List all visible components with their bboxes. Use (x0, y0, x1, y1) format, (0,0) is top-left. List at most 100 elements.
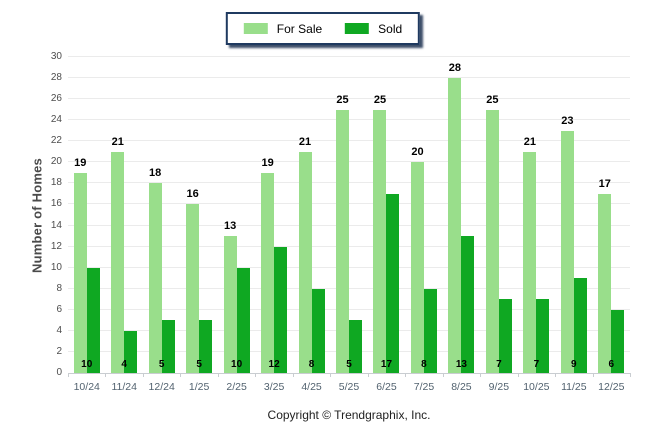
sold-value-label: 10 (231, 359, 243, 370)
for-sale-value-label: 25 (336, 93, 349, 106)
sold-value-label: 7 (496, 359, 502, 370)
x-axis-tick (292, 373, 294, 377)
sold-bar (236, 267, 250, 373)
for-sale-value-label: 28 (448, 62, 462, 75)
category-group: 28 13 (443, 57, 480, 373)
sold-value-label: 13 (455, 359, 467, 370)
x-axis-label: 1/25 (188, 381, 210, 393)
x-axis-label: 5/25 (338, 381, 360, 393)
x-axis-label: 4/25 (301, 381, 322, 393)
x-axis-tick (480, 373, 482, 377)
x-axis-tick (592, 373, 594, 377)
category-group: 20 8 (405, 57, 442, 373)
category-group: 18 5 (143, 57, 180, 373)
sold-value-label: 10 (81, 359, 93, 370)
x-axis-label: 8/25 (451, 381, 472, 393)
for-sale-value-label: 21 (298, 135, 312, 148)
for-sale-value-label: 18 (149, 167, 162, 180)
y-axis-ticks: 0 2 4 6 8 10 12 14 16 18 20 22 24 26 28 30 (0, 52, 62, 378)
x-axis-label: 11/25 (561, 381, 587, 393)
legend: For Sale Sold (225, 12, 421, 45)
sold-value-label: 17 (380, 359, 393, 370)
for-sale-value-label: 13 (223, 220, 237, 233)
x-axis-tick (105, 373, 107, 377)
category-group: 17 6 (593, 57, 630, 373)
for-sale-value-label: 21 (523, 135, 536, 148)
x-axis-tick (442, 373, 444, 377)
x-axis-tick (330, 373, 332, 377)
for-sale-bar (523, 151, 537, 373)
sold-value-label: 6 (608, 359, 615, 370)
category-group: 21 8 (293, 57, 330, 373)
x-axis-label: 10/24 (73, 381, 100, 393)
sold-value-label: 8 (421, 359, 427, 370)
x-axis-label: 6/25 (376, 381, 397, 393)
for-sale-bar (410, 162, 424, 373)
for-sale-bar (336, 109, 350, 373)
for-sale-bar (598, 193, 612, 373)
y-axis-tick-label: 16 (50, 198, 62, 210)
x-axis-label: 10/25 (523, 381, 550, 393)
category-group: 19 12 (255, 57, 292, 373)
y-axis-tick-label: 18 (50, 177, 62, 189)
sold-bar (611, 309, 625, 373)
for-sale-value-label: 20 (411, 146, 424, 159)
sold-bar (124, 330, 138, 373)
gridline (68, 77, 630, 79)
x-axis-label: 12/25 (598, 381, 625, 393)
for-sale-bar (186, 204, 200, 373)
sold-bar (349, 320, 363, 373)
x-axis-label: 11/24 (111, 381, 137, 393)
category-group: 13 10 (218, 57, 255, 373)
x-axis-labels: 10/24 11/24 12/24 1/25 2/25 3/25 4/25 5/25 6/25 7… (68, 381, 630, 393)
sold-bar (536, 299, 550, 373)
for-sale-value-label: 16 (186, 188, 199, 201)
x-axis-label: 3/25 (263, 381, 285, 393)
category-group: 25 17 (368, 57, 405, 373)
sold-value-label: 5 (196, 359, 202, 370)
for-sale-bar (298, 151, 312, 373)
sold-legend-label: Sold (378, 21, 403, 36)
sold-bar (311, 288, 325, 373)
y-axis-tick-label: 8 (56, 282, 62, 294)
gridline (68, 56, 630, 57)
category-group: 25 5 (330, 57, 367, 373)
for-sale-bar (560, 130, 574, 373)
y-axis-tick-label: 2 (56, 345, 62, 357)
for-sale-bar (223, 236, 237, 373)
x-axis-tick (405, 373, 407, 377)
category-group: 25 7 (480, 57, 517, 373)
sold-value-label: 12 (268, 359, 280, 370)
for-sale-legend-label: For Sale (276, 21, 323, 36)
for-sale-value-label: 21 (111, 135, 124, 148)
sold-bar (423, 288, 437, 373)
category-group: 16 5 (180, 57, 217, 373)
category-group: 21 7 (518, 57, 555, 373)
for-sale-bar (448, 78, 462, 373)
sold-value-label: 4 (121, 359, 127, 370)
x-axis-tick (180, 373, 182, 377)
x-axis-tick (555, 373, 557, 377)
y-axis-tick-label: 26 (50, 93, 62, 105)
sold-bar (199, 320, 213, 373)
for-sale-bar (73, 172, 87, 373)
sold-value-label: 5 (158, 359, 165, 370)
for-sale-bar (111, 151, 125, 373)
for-sale-value-label: 25 (486, 93, 499, 106)
x-axis-tick (517, 373, 519, 377)
for-sale-bar (373, 109, 387, 373)
sold-bar (498, 299, 512, 373)
y-axis-tick-label: 30 (50, 51, 62, 62)
y-axis-tick-label: 22 (50, 135, 62, 147)
sold-bar (573, 278, 587, 373)
y-axis-tick-label: 6 (56, 303, 62, 315)
for-sale-bar (148, 183, 162, 373)
sold-bar (461, 236, 475, 373)
y-axis-tick-label: 0 (56, 367, 62, 378)
x-axis-label: 9/25 (488, 381, 510, 393)
y-axis-tick-label: 10 (50, 261, 62, 273)
sold-bar (274, 246, 288, 373)
y-axis-tick-label: 14 (50, 219, 62, 231)
for-sale-bar (485, 109, 499, 373)
